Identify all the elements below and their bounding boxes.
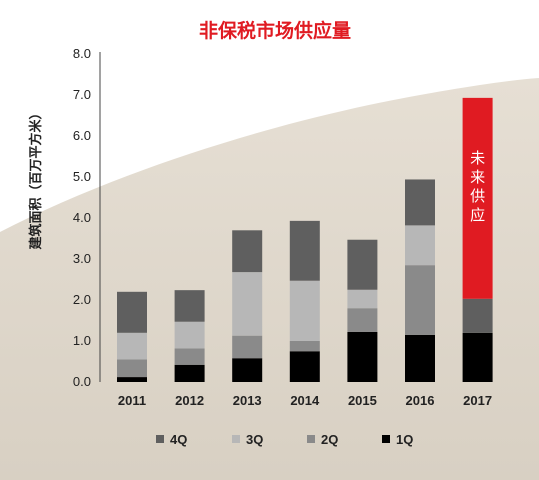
bar-3q-2016 (405, 225, 435, 266)
y-tick-label: 7.0 (73, 87, 91, 102)
bar-1q-2017 (462, 332, 493, 382)
bar-1q-2012 (174, 364, 205, 382)
bar-2q-2011 (117, 359, 147, 378)
x-tick-label: 2013 (233, 393, 262, 408)
bar-4q-2012 (174, 290, 205, 322)
legend: 4Q 3Q 2Q 1Q (156, 432, 413, 447)
bar-future-supply-2017 (462, 97, 493, 299)
y-tick-label: 3.0 (73, 251, 91, 266)
bar-2q-2012 (174, 348, 205, 365)
y-tick-label: 8.0 (73, 46, 91, 61)
legend-swatch-2q (307, 435, 315, 443)
bar-2q-2016 (405, 265, 435, 335)
x-tick-label: 2012 (175, 393, 204, 408)
y-tick-label: 4.0 (73, 210, 91, 225)
x-tick-label: 2011 (118, 393, 146, 408)
bar-2q-2013 (232, 335, 263, 359)
x-tick-label: 2014 (290, 393, 320, 408)
legend-label-3q: 3Q (246, 432, 263, 447)
bar-4q-2016 (405, 179, 435, 226)
y-tick-label: 1.0 (73, 333, 91, 348)
bar-3q-2012 (174, 321, 205, 349)
y-tick-label: 5.0 (73, 169, 91, 184)
legend-swatch-3q (232, 435, 240, 443)
bar-2q-2014 (289, 341, 320, 352)
x-axis: 2011 2012 2013 2014 2015 2016 2017 (118, 393, 492, 408)
legend-label-1q: 1Q (396, 432, 413, 447)
x-tick-label: 2017 (463, 393, 492, 408)
x-tick-label: 2015 (348, 393, 377, 408)
bar-4q-2015 (347, 239, 378, 290)
bar-3q-2013 (232, 272, 263, 336)
bar-3q-2015 (347, 289, 378, 309)
legend-swatch-4q (156, 435, 164, 443)
bar-1q-2011 (117, 377, 147, 382)
bar-4q-2013 (232, 230, 263, 273)
bars: 未来供应 (117, 97, 493, 382)
legend-label-2q: 2Q (321, 432, 338, 447)
y-tick-label: 6.0 (73, 128, 91, 143)
future-supply-label: 未来供应 (470, 149, 485, 224)
bar-4q-2011 (117, 291, 147, 333)
bar-3q-2011 (117, 332, 147, 360)
legend-swatch-1q (382, 435, 390, 443)
y-axis-label: 建筑面积（百万平方米） (28, 106, 44, 249)
legend-label-4q: 4Q (170, 432, 187, 447)
bar-1q-2015 (347, 331, 378, 382)
bar-1q-2014 (289, 351, 320, 382)
bar-4q-2017 (462, 298, 493, 333)
bar-2q-2015 (347, 308, 378, 332)
bar-3q-2014 (289, 280, 320, 341)
bar-1q-2013 (232, 358, 263, 382)
y-tick-label: 0.0 (73, 374, 91, 389)
bar-4q-2014 (289, 220, 320, 281)
chart-title: 非保税市场供应量 (199, 19, 351, 42)
y-axis: 0.0 1.0 2.0 3.0 4.0 5.0 6.0 7.0 8.0 (73, 46, 91, 389)
bar-1q-2016 (405, 334, 435, 382)
y-tick-label: 2.0 (73, 292, 91, 307)
x-tick-label: 2016 (406, 393, 435, 408)
